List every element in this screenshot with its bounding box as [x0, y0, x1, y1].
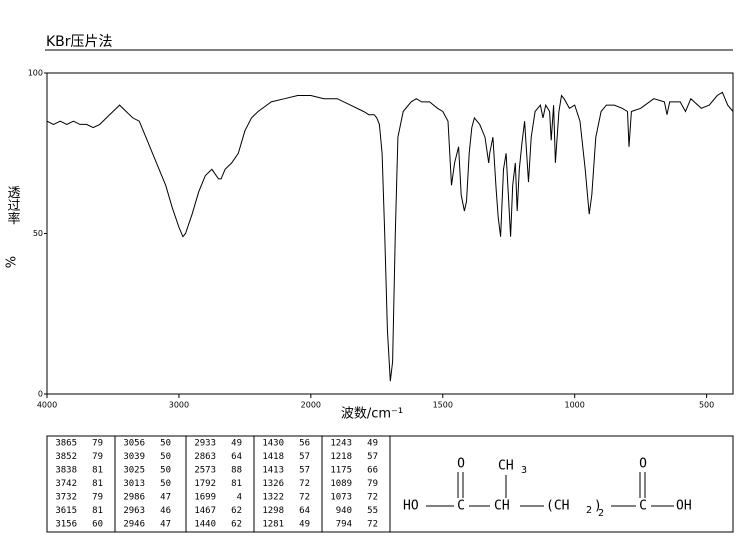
peak-transmittance: 62 — [231, 506, 242, 516]
peak-wavenumber: 940 — [336, 506, 352, 516]
peak-wavenumber: 2946 — [123, 520, 145, 530]
peak-transmittance: 57 — [299, 466, 310, 476]
peak-wavenumber: 3056 — [123, 439, 145, 449]
peak-wavenumber: 3838 — [55, 466, 77, 476]
peak-transmittance: 56 — [299, 439, 310, 449]
peak-transmittance: 81 — [92, 506, 103, 516]
x-axis-label: 波数/cm⁻¹ — [341, 407, 403, 422]
peak-transmittance: 81 — [231, 479, 242, 489]
peak-transmittance: 49 — [231, 439, 242, 449]
x-tick-label: 2000 — [301, 401, 321, 410]
peak-wavenumber: 2963 — [123, 506, 145, 516]
peak-wavenumber: 2933 — [194, 439, 216, 449]
peak-transmittance: 55 — [367, 506, 378, 516]
peak-wavenumber: 1413 — [262, 466, 284, 476]
structure-label: C — [457, 499, 465, 514]
peak-transmittance: 79 — [92, 452, 103, 462]
peak-wavenumber: 794 — [336, 520, 352, 530]
y-axis-unit: % — [5, 256, 20, 268]
peak-transmittance: 79 — [92, 493, 103, 503]
peak-wavenumber: 1467 — [194, 506, 216, 516]
peak-transmittance: 79 — [367, 479, 378, 489]
peak-transmittance: 66 — [367, 466, 378, 476]
chart-title: KBr压片法 — [46, 34, 113, 50]
peak-wavenumber: 1073 — [330, 493, 352, 503]
peak-transmittance: 72 — [299, 479, 310, 489]
peak-wavenumber: 3732 — [55, 493, 77, 503]
x-tick-label: 1500 — [433, 401, 453, 410]
structure-label: ) — [594, 499, 602, 514]
peak-transmittance: 62 — [231, 520, 242, 530]
structure-label: 3 — [521, 465, 527, 476]
structure-label: HO — [403, 499, 419, 514]
structure-label: CH — [494, 499, 510, 514]
peak-wavenumber: 1298 — [262, 506, 284, 516]
spectrum-line — [46, 91, 734, 382]
peak-wavenumber: 3615 — [55, 506, 77, 516]
peak-wavenumber: 1175 — [330, 466, 352, 476]
peak-transmittance: 46 — [160, 506, 171, 516]
y-tick-label: 0 — [38, 390, 43, 399]
structure-label: 2 — [586, 505, 592, 516]
plot-frame — [46, 72, 734, 395]
peak-transmittance: 60 — [92, 520, 103, 530]
peak-transmittance: 72 — [299, 493, 310, 503]
y-axis-label: 透过率 — [5, 186, 21, 225]
peak-transmittance: 50 — [160, 479, 171, 489]
structure-label: 2 — [598, 508, 604, 519]
peak-wavenumber: 3039 — [123, 452, 145, 462]
peak-transmittance: 79 — [92, 439, 103, 449]
peak-transmittance: 72 — [367, 493, 378, 503]
structure-label: (CH — [546, 499, 569, 514]
peak-transmittance: 81 — [92, 479, 103, 489]
peak-wavenumber: 3025 — [123, 466, 145, 476]
peak-wavenumber: 1281 — [262, 520, 284, 530]
peak-wavenumber: 1699 — [194, 493, 216, 503]
peak-transmittance: 4 — [237, 493, 242, 503]
structure-label: OH — [676, 499, 692, 514]
peak-transmittance: 49 — [299, 520, 310, 530]
peak-transmittance: 57 — [367, 452, 378, 462]
peak-transmittance: 47 — [160, 493, 171, 503]
peak-transmittance: 72 — [367, 520, 378, 530]
peak-wavenumber: 3156 — [55, 520, 77, 530]
x-tick-label: 500 — [699, 401, 714, 410]
peak-wavenumber: 1218 — [330, 452, 352, 462]
peak-wavenumber: 2573 — [194, 466, 216, 476]
structure-label: C — [639, 499, 647, 514]
structure-label: O — [639, 457, 647, 472]
peak-wavenumber: 1089 — [330, 479, 352, 489]
peak-transmittance: 50 — [160, 466, 171, 476]
peak-wavenumber: 1322 — [262, 493, 284, 503]
peak-transmittance: 49 — [367, 439, 378, 449]
peak-wavenumber: 2863 — [194, 452, 216, 462]
peak-wavenumber: 2986 — [123, 493, 145, 503]
peak-wavenumber: 1418 — [262, 452, 284, 462]
peak-wavenumber: 1792 — [194, 479, 216, 489]
structure-label: O — [457, 457, 465, 472]
peak-transmittance: 47 — [160, 520, 171, 530]
y-tick-label: 100 — [28, 69, 43, 78]
peak-wavenumber: 1430 — [262, 439, 284, 449]
peak-wavenumber: 1440 — [194, 520, 216, 530]
y-tick-label: 50 — [33, 229, 43, 238]
peak-wavenumber: 3852 — [55, 452, 77, 462]
peak-transmittance: 50 — [160, 439, 171, 449]
peak-transmittance: 50 — [160, 452, 171, 462]
peak-wavenumber: 3742 — [55, 479, 77, 489]
x-tick-label: 4000 — [37, 401, 57, 410]
peak-transmittance: 64 — [231, 452, 242, 462]
peak-transmittance: 64 — [299, 506, 310, 516]
peak-wavenumber: 1243 — [330, 439, 352, 449]
peak-wavenumber: 1326 — [262, 479, 284, 489]
peak-transmittance: 81 — [92, 466, 103, 476]
x-tick-label: 1000 — [565, 401, 585, 410]
peak-transmittance: 88 — [231, 466, 242, 476]
peak-transmittance: 57 — [299, 452, 310, 462]
structure-label: CH — [498, 459, 514, 474]
x-tick-label: 3000 — [169, 401, 189, 410]
peak-wavenumber: 3013 — [123, 479, 145, 489]
peak-wavenumber: 3865 — [55, 439, 77, 449]
